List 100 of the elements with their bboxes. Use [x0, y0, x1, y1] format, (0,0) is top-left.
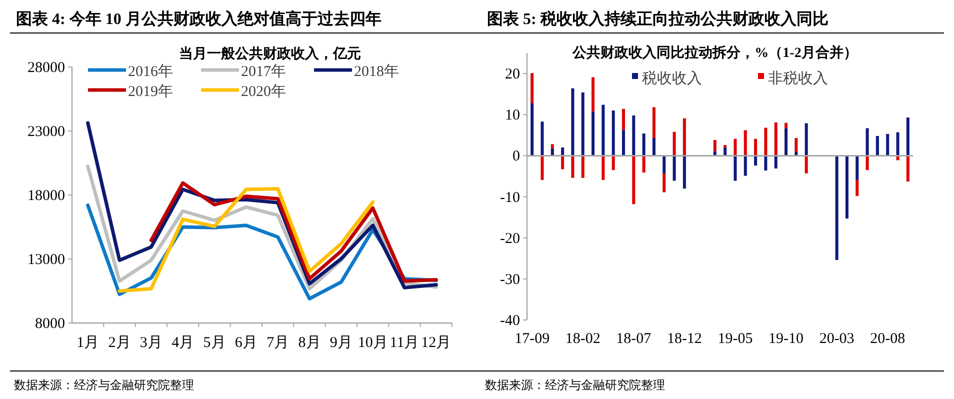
bar: [744, 130, 747, 156]
line-series: [118, 186, 375, 293]
x-tick-label: 19-10: [768, 331, 804, 347]
bar: [713, 140, 716, 152]
x-tick-label: 9月: [330, 335, 352, 351]
legend-label: 2017年: [241, 63, 286, 80]
bar: [632, 115, 636, 156]
bar: [794, 138, 798, 152]
bar: [592, 111, 595, 156]
x-tick-label: 11月: [390, 335, 420, 351]
bar: [540, 122, 544, 156]
bar: [662, 173, 666, 192]
bar: [652, 107, 656, 138]
y-tick-label: -30: [500, 272, 520, 288]
bar: [632, 156, 636, 204]
bar: [876, 136, 879, 156]
bar: [642, 134, 646, 156]
y-tick-label: 28000: [28, 60, 65, 76]
x-tick-label: 1月: [76, 335, 100, 351]
bar: [571, 88, 574, 156]
bar: [530, 73, 534, 104]
source-note: 数据来源：经济与金融研究院整理: [485, 378, 665, 392]
bar: [886, 134, 890, 156]
y-tick-label: 18000: [28, 188, 65, 204]
x-tick-label: 2月: [108, 335, 131, 351]
bar: [612, 110, 615, 156]
bar: [571, 156, 574, 178]
x-tick-label: 18-02: [565, 331, 600, 347]
y-tick-label: 8000: [35, 316, 65, 332]
bar: [672, 132, 676, 156]
bar: [561, 147, 564, 156]
bar: [622, 130, 625, 156]
bar: [906, 117, 910, 156]
bar: [866, 128, 869, 156]
bar: [642, 156, 646, 173]
bar: [804, 123, 808, 156]
bar: [672, 156, 676, 181]
bar: [784, 128, 788, 156]
bar: [734, 156, 737, 181]
bar: [744, 156, 747, 176]
legend-label: 2016年: [128, 63, 173, 80]
x-tick-label: 12月: [421, 335, 452, 351]
y-tick-label: 0: [512, 148, 520, 165]
y-tick-label: 13000: [28, 252, 65, 268]
x-tick-label: 18-12: [666, 331, 702, 347]
bar: [835, 156, 838, 260]
bar: [734, 138, 737, 156]
bar: [682, 156, 686, 189]
legend-label: 2018年: [354, 63, 399, 80]
legend-label: 非税收入: [768, 70, 828, 87]
y-tick-label: 20: [505, 66, 520, 83]
bar: [550, 144, 554, 148]
x-tick-label: 6月: [234, 335, 258, 351]
bar: [896, 132, 900, 156]
bar: [530, 103, 534, 156]
bar: [581, 156, 584, 178]
bar: [652, 138, 656, 156]
chart-title: 图表 5: 税收收入持续正向拉动公共财政收入同比: [487, 10, 828, 28]
x-tick-label: 20-08: [870, 331, 906, 347]
line-series: [149, 181, 438, 283]
legend-label: 2020年: [241, 83, 286, 100]
chart-title: 图表 4: 今年 10 月公共财政收入绝对值高于过去四年: [16, 9, 382, 28]
y-tick-label: -20: [500, 230, 520, 247]
bar: [581, 92, 584, 156]
bar: [856, 180, 859, 196]
x-tick-label: 8月: [298, 335, 321, 351]
x-tick-label: 3月: [140, 335, 162, 351]
x-tick-label: 20-03: [819, 331, 854, 347]
x-tick-label: 17-09: [514, 331, 550, 347]
bar: [724, 147, 727, 156]
bar: [764, 128, 768, 156]
x-tick-label: 7月: [266, 335, 290, 351]
x-tick-label: 5月: [203, 335, 226, 351]
x-tick-label: 19-05: [718, 331, 753, 347]
bar: [804, 156, 808, 174]
x-tick-label: 10月: [358, 335, 388, 351]
x-tick-label: 18-07: [616, 331, 652, 347]
x-tick-label: 4月: [172, 335, 194, 351]
bar: [622, 108, 625, 130]
bar: [754, 138, 758, 156]
bar: [602, 156, 605, 180]
bar: [856, 156, 859, 180]
source-note: 数据来源：经济与金融研究院整理: [14, 378, 194, 392]
bar: [774, 156, 778, 168]
y-tick-label: 23000: [28, 124, 65, 140]
bar: [866, 156, 869, 170]
y-tick-label: -10: [500, 190, 520, 206]
bar: [602, 104, 605, 156]
bar: [662, 156, 666, 174]
bar: [845, 156, 848, 219]
legend-label: 税收收入: [642, 70, 702, 87]
chart-subtitle: 当月一般公共财政收入，亿元: [179, 46, 361, 62]
bar: [561, 156, 564, 170]
bar: [784, 122, 788, 128]
bar: [906, 156, 910, 182]
bar: [592, 77, 595, 112]
bar: [764, 156, 768, 170]
bar: [754, 156, 758, 166]
bar: [682, 118, 686, 156]
legend-label: 2019年: [128, 83, 173, 100]
